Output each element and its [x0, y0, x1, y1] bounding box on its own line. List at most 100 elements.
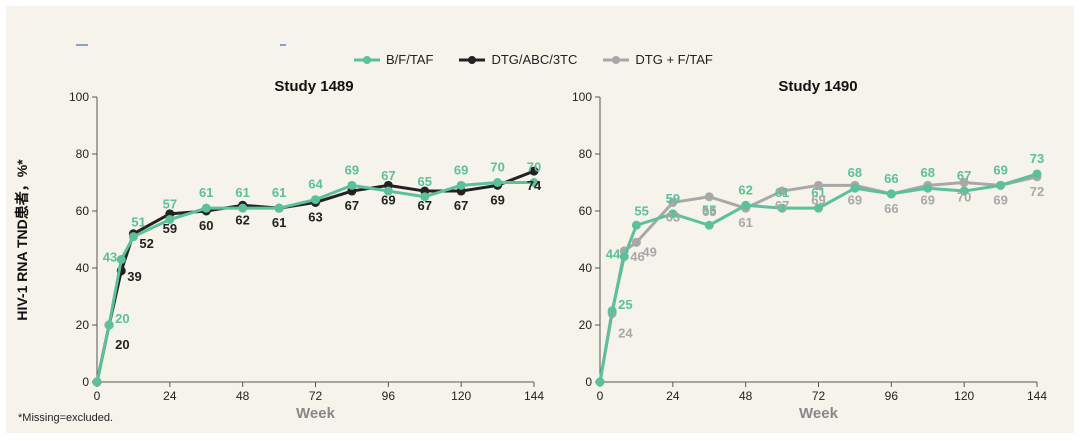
data-point: [238, 203, 248, 213]
data-label: 72: [1030, 184, 1044, 199]
data-label: 74: [527, 178, 542, 193]
data-point: [777, 186, 787, 196]
data-point: [116, 254, 126, 264]
legend-label: DTG + F/TAF: [635, 52, 713, 67]
data-label: 67: [418, 198, 432, 213]
data-point: [104, 320, 114, 330]
data-point: [996, 180, 1006, 190]
y-tick-label: 40: [76, 261, 90, 275]
data-label: 63: [308, 209, 322, 224]
data-label: 61: [811, 185, 825, 200]
data-label: 25: [618, 297, 632, 312]
data-label: 59: [666, 191, 680, 206]
x-tick-label: 24: [163, 389, 177, 403]
data-point: [886, 189, 896, 199]
data-point: [165, 215, 175, 225]
legend-item-dtgftaf: DTG + F/TAF: [603, 52, 713, 67]
data-label: 20: [115, 311, 129, 326]
data-point: [383, 186, 393, 196]
data-point: [529, 178, 539, 187]
data-label: 39: [127, 269, 141, 284]
legend-item-bftaf: B/F/TAF: [354, 52, 433, 67]
data-label: 67: [345, 198, 359, 213]
data-label: 70: [957, 190, 971, 205]
data-label: 68: [848, 165, 862, 180]
x-tick-label: 24: [666, 389, 680, 403]
data-point: [668, 209, 678, 219]
data-label: 67: [454, 198, 468, 213]
data-label: 64: [308, 177, 323, 192]
data-point: [777, 203, 787, 213]
data-label: 61: [775, 185, 789, 200]
data-point: [493, 178, 503, 187]
data-point: [274, 203, 284, 213]
data-label: 65: [418, 174, 432, 189]
data-label: 69: [381, 192, 395, 207]
data-label: 69: [993, 192, 1007, 207]
data-label: 66: [884, 201, 898, 216]
data-label: 70: [527, 160, 541, 175]
legend-swatch-icon: [459, 55, 486, 64]
y-tick-label: 60: [76, 204, 90, 218]
x-tick-label: 96: [382, 389, 396, 403]
y-tick-label: 40: [579, 261, 593, 275]
data-point: [814, 180, 823, 190]
data-label: 49: [642, 244, 656, 259]
data-point: [850, 183, 860, 193]
data-label: 24: [618, 326, 633, 341]
data-label: 61: [235, 185, 249, 200]
data-label: 65: [702, 204, 716, 219]
decorative-dash: [280, 44, 286, 46]
data-label: 69: [490, 192, 504, 207]
data-label: 20: [115, 337, 129, 352]
data-label: 59: [163, 221, 177, 236]
y-tick-label: 100: [572, 90, 592, 104]
data-label: 69: [921, 192, 935, 207]
data-point: [201, 203, 211, 213]
x-tick-label: 120: [451, 389, 471, 403]
legend-swatch-icon: [354, 55, 380, 64]
data-label: 67: [775, 198, 789, 213]
legend-label: DTG/ABC/3TC: [491, 52, 578, 67]
data-label: 60: [199, 218, 213, 233]
data-label: 43: [103, 249, 117, 264]
figure-panel: [6, 6, 1074, 433]
chart-title-study-1490: Study 1490: [778, 78, 858, 95]
data-label: 68: [921, 165, 935, 180]
data-point: [631, 220, 641, 230]
data-label: 69: [848, 192, 862, 207]
data-point: [741, 200, 751, 210]
data-label: 70: [490, 160, 504, 175]
data-label: 61: [272, 185, 286, 200]
x-tick-label: 72: [309, 389, 323, 403]
data-point: [456, 180, 466, 190]
y-tick-label: 0: [585, 375, 592, 389]
chart-title-study-1489: Study 1489: [274, 78, 354, 95]
decorative-dash: [76, 44, 88, 46]
data-point: [529, 166, 539, 176]
data-point: [347, 180, 357, 190]
data-label: 66: [884, 171, 898, 186]
y-tick-label: 80: [579, 147, 593, 161]
data-point: [595, 377, 605, 387]
y-tick-label: 20: [76, 318, 90, 332]
data-label: 61: [272, 215, 286, 230]
x-tick-label: 144: [1027, 389, 1047, 403]
data-point: [923, 183, 933, 193]
data-label: 67: [957, 168, 971, 183]
legend-item-dtgabc3tc: DTG/ABC/3TC: [459, 52, 577, 67]
x-tick-label: 72: [812, 389, 826, 403]
data-label: 61: [199, 185, 213, 200]
data-point: [92, 377, 102, 387]
y-tick-label: 100: [69, 90, 89, 104]
data-label: 69: [345, 162, 359, 177]
data-label: 46: [630, 249, 644, 264]
data-label: 69: [811, 192, 825, 207]
data-label: 62: [738, 182, 752, 197]
x-tick-label: 0: [597, 389, 604, 403]
data-point: [959, 178, 969, 187]
data-label: 55: [634, 203, 648, 218]
data-point: [311, 195, 320, 205]
data-label: 69: [993, 162, 1007, 177]
